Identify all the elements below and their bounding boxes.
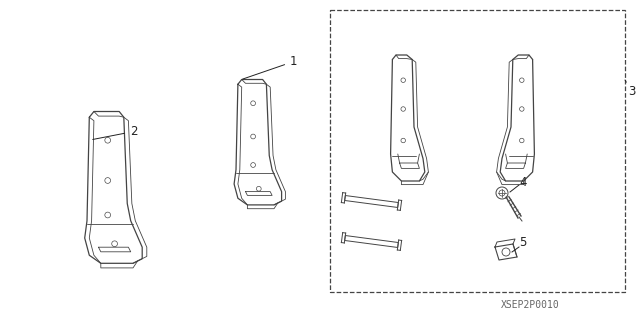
Text: 4: 4 [519, 176, 527, 189]
Text: XSEP2P0010: XSEP2P0010 [500, 300, 559, 310]
Text: 1: 1 [243, 55, 298, 79]
Bar [330, 10, 625, 292]
Text: 3: 3 [625, 80, 636, 98]
Text: 5: 5 [519, 236, 526, 249]
Text: 2: 2 [93, 125, 138, 139]
